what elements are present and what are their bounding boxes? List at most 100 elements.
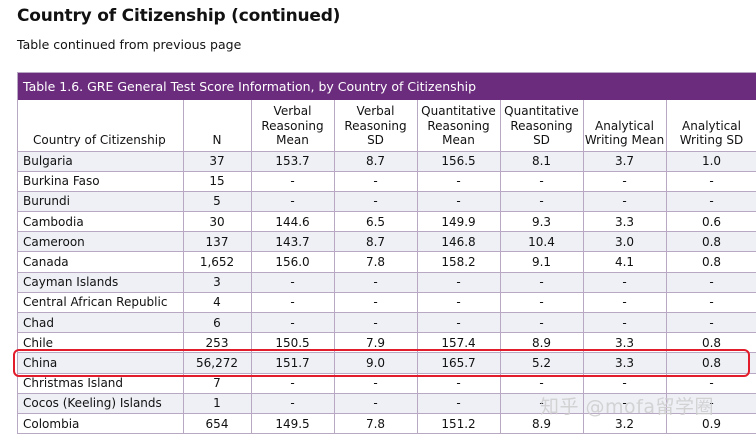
value-cell: 6 bbox=[183, 312, 252, 334]
column-header: Verbal Reasoning Mean bbox=[251, 100, 335, 152]
value-cell: 10.4 bbox=[500, 231, 584, 253]
value-cell: 8.7 bbox=[334, 231, 418, 253]
value-cell: 3.3 bbox=[583, 211, 667, 233]
value-cell: 1 bbox=[183, 393, 252, 414]
value-cell: 3.7 bbox=[583, 151, 667, 172]
table-caption: Table 1.6. GRE General Test Score Inform… bbox=[18, 73, 756, 100]
table-row: Chile 253 150.5 7.9 157.4 8.9 3.3 0.8 bbox=[18, 332, 756, 354]
value-cell: - bbox=[334, 191, 418, 213]
table-row: Canada 1,652 156.0 7.8 158.2 9.1 4.1 0.8 bbox=[18, 251, 756, 273]
country-cell: Burundi bbox=[18, 191, 184, 213]
value-cell: - bbox=[666, 292, 756, 314]
country-cell: Cambodia bbox=[18, 211, 184, 233]
country-cell: Colombia bbox=[18, 413, 184, 435]
value-cell: 253 bbox=[183, 332, 252, 354]
value-cell: 0.8 bbox=[666, 352, 756, 374]
value-cell: - bbox=[251, 393, 335, 414]
value-cell: - bbox=[500, 292, 584, 314]
table-row: Cambodia 30 144.6 6.5 149.9 9.3 3.3 0.6 bbox=[18, 211, 756, 233]
data-table: Country of Citizenship N Verbal Reasoning … bbox=[18, 100, 756, 435]
value-cell: - bbox=[251, 292, 335, 314]
value-cell: - bbox=[500, 373, 584, 394]
page-title: Country of Citizenship (continued) bbox=[17, 6, 341, 26]
column-header: Analytical Writing SD bbox=[666, 100, 756, 152]
country-cell: Central African Republic bbox=[18, 292, 184, 314]
country-cell: Cayman Islands bbox=[18, 272, 184, 293]
value-cell: - bbox=[583, 171, 667, 192]
value-cell: - bbox=[500, 171, 584, 192]
watermark: 知乎 @mofa留学圈 bbox=[540, 396, 715, 418]
value-cell: - bbox=[583, 292, 667, 314]
column-header: Verbal Reasoning SD bbox=[334, 100, 418, 152]
table-header-row: Country of Citizenship N Verbal Reasoning … bbox=[18, 100, 756, 152]
column-header: Quantitative Reasoning Mean bbox=[417, 100, 501, 152]
score-table: Table 1.6. GRE General Test Score Inform… bbox=[17, 72, 756, 435]
value-cell: 0.8 bbox=[666, 251, 756, 273]
value-cell: - bbox=[500, 191, 584, 213]
value-cell: - bbox=[251, 312, 335, 334]
value-cell: 153.7 bbox=[251, 151, 335, 172]
table-row: Chad 6- - - - - - bbox=[18, 312, 756, 334]
value-cell: 151.7 bbox=[251, 352, 335, 374]
table-body: Bulgaria 37 153.7 8.7 156.5 8.1 3.7 1.0 Burkina … bbox=[18, 151, 756, 435]
value-cell: 165.7 bbox=[417, 352, 501, 374]
value-cell: - bbox=[666, 171, 756, 192]
value-cell: 7.9 bbox=[334, 332, 418, 354]
value-cell: - bbox=[583, 191, 667, 213]
value-cell: - bbox=[417, 171, 501, 192]
value-cell: 15 bbox=[183, 171, 252, 192]
value-cell: - bbox=[583, 373, 667, 394]
value-cell: 7.8 bbox=[334, 413, 418, 435]
value-cell: 151.2 bbox=[417, 413, 501, 435]
value-cell: 9.0 bbox=[334, 352, 418, 374]
value-cell: 0.8 bbox=[666, 231, 756, 253]
country-cell: Chile bbox=[18, 332, 184, 354]
country-cell: Cocos (Keeling) Islands bbox=[18, 393, 184, 414]
value-cell: 8.7 bbox=[334, 151, 418, 172]
value-cell: - bbox=[500, 272, 584, 293]
value-cell: 156.0 bbox=[251, 251, 335, 273]
value-cell: 7.8 bbox=[334, 251, 418, 273]
country-cell: Chad bbox=[18, 312, 184, 334]
value-cell: - bbox=[666, 393, 756, 414]
value-cell: - bbox=[334, 292, 418, 314]
value-cell: - bbox=[251, 373, 335, 394]
country-cell: Burkina Faso bbox=[18, 171, 184, 192]
table-row: Central African Republic 4- - - - - - bbox=[18, 292, 756, 314]
value-cell: 3.2 bbox=[583, 413, 667, 435]
column-header: Analytical Writing Mean bbox=[583, 100, 667, 152]
value-cell: - bbox=[251, 272, 335, 293]
value-cell: 7 bbox=[183, 373, 252, 394]
country-cell: Christmas Island bbox=[18, 373, 184, 394]
value-cell: 5.2 bbox=[500, 352, 584, 374]
value-cell: 149.5 bbox=[251, 413, 335, 435]
value-cell: 156.5 bbox=[417, 151, 501, 172]
value-cell: 6.5 bbox=[334, 211, 418, 233]
value-cell: 8.1 bbox=[500, 151, 584, 172]
value-cell: 149.9 bbox=[417, 211, 501, 233]
table-row: Bulgaria 37 153.7 8.7 156.5 8.1 3.7 1.0 bbox=[18, 151, 756, 172]
column-header: Quantitative Reasoning SD bbox=[500, 100, 584, 152]
value-cell: - bbox=[666, 373, 756, 394]
value-cell: - bbox=[417, 312, 501, 334]
value-cell: 4.1 bbox=[583, 251, 667, 273]
value-cell: 0.9 bbox=[666, 413, 756, 435]
value-cell: - bbox=[417, 272, 501, 293]
value-cell: 3 bbox=[183, 272, 252, 293]
country-cell: China bbox=[18, 352, 184, 374]
value-cell: 37 bbox=[183, 151, 252, 172]
country-cell: Bulgaria bbox=[18, 151, 184, 172]
value-cell: 137 bbox=[183, 231, 252, 253]
value-cell: 8.9 bbox=[500, 332, 584, 354]
value-cell: - bbox=[334, 272, 418, 293]
value-cell: - bbox=[666, 191, 756, 213]
value-cell: 3.3 bbox=[583, 332, 667, 354]
table-row: Colombia 654 149.5 7.8 151.2 8.9 3.2 0.9 bbox=[18, 413, 756, 435]
table-row: Christmas Island 7- - - - - - bbox=[18, 373, 756, 394]
value-cell: - bbox=[666, 272, 756, 293]
value-cell: 144.6 bbox=[251, 211, 335, 233]
value-cell: - bbox=[666, 312, 756, 334]
value-cell: - bbox=[334, 171, 418, 192]
table-row: Burkina Faso 15- - - - - - bbox=[18, 171, 756, 192]
value-cell: 1,652 bbox=[183, 251, 252, 273]
